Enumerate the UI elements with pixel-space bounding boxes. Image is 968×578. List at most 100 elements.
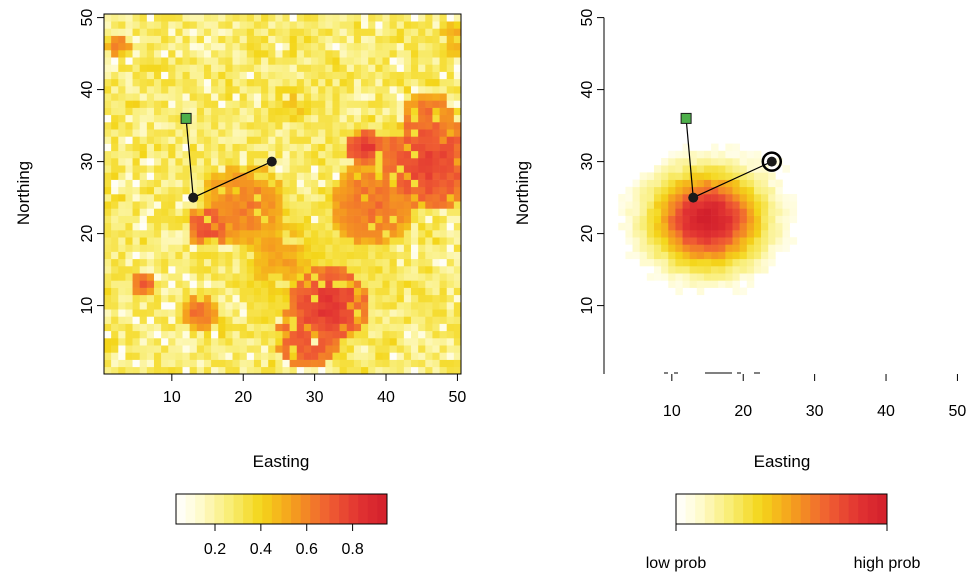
heat-cell — [625, 201, 633, 209]
heat-cell — [361, 201, 369, 209]
heat-cell — [311, 222, 319, 231]
heat-cell — [225, 359, 233, 368]
heat-cell — [175, 294, 183, 303]
heat-cell — [303, 179, 312, 188]
heat-cell — [732, 143, 740, 152]
heat-cell — [432, 302, 440, 310]
heat-cell — [653, 251, 662, 260]
heat-cell — [146, 222, 155, 231]
heat-cell — [218, 208, 226, 216]
heat-cell — [303, 251, 312, 260]
heat-cell — [225, 266, 233, 274]
heat-cell — [118, 14, 126, 22]
heat-cell — [118, 266, 126, 274]
heat-cell — [139, 186, 148, 195]
heat-cell — [125, 78, 133, 87]
heat-cell — [418, 251, 426, 260]
heat-cell — [396, 266, 405, 274]
heat-cell — [246, 352, 255, 360]
heat-cell — [396, 50, 405, 58]
heat-cell — [182, 201, 190, 209]
heat-cell — [432, 107, 440, 116]
heat-cell — [653, 208, 662, 216]
heat-cell — [182, 251, 190, 260]
heat-cell — [325, 158, 333, 166]
colorbar-swatch — [262, 494, 273, 524]
heat-cell — [196, 186, 205, 195]
heat-cell — [146, 186, 155, 195]
heat-cell — [303, 201, 312, 209]
heat-cell — [632, 186, 640, 195]
heat-cell — [132, 194, 140, 202]
heat-cell — [296, 345, 305, 353]
heat-cell — [232, 330, 240, 339]
heat-cell — [118, 71, 126, 80]
heat-cell — [189, 237, 198, 245]
x-tick-label: 50 — [449, 389, 467, 406]
heat-cell — [418, 42, 426, 51]
heat-cell — [182, 165, 190, 173]
heat-cell — [653, 201, 662, 209]
heat-cell — [318, 172, 326, 180]
heat-cell — [368, 273, 376, 281]
heat-cell — [439, 338, 448, 346]
heat-cell — [732, 258, 740, 267]
heat-cell — [225, 42, 233, 51]
heat-cell — [425, 64, 433, 72]
heat-cell — [268, 366, 276, 375]
heat-cell — [346, 316, 355, 324]
heat-cell — [225, 280, 233, 288]
heat-cell — [432, 323, 440, 332]
heat-cell — [446, 208, 455, 216]
heat-cell — [196, 280, 205, 288]
heat-cell — [375, 21, 383, 29]
heat-cell — [311, 93, 319, 101]
heat-cell — [111, 287, 119, 296]
heat-cell — [768, 208, 776, 216]
heat-cell — [246, 323, 255, 332]
heat-cell — [446, 71, 455, 80]
heat-cell — [232, 345, 240, 353]
heat-cell — [182, 28, 190, 36]
heat-cell — [196, 158, 205, 166]
heat-cell — [453, 316, 462, 324]
heat-cell — [382, 172, 390, 180]
heat-cell — [432, 179, 440, 188]
heat-cell — [239, 273, 248, 281]
heat-cell — [696, 266, 705, 274]
heat-cell — [418, 136, 426, 144]
heat-cell — [132, 122, 140, 130]
heat-cell — [361, 42, 369, 51]
heat-cell — [203, 143, 212, 152]
heat-cell — [289, 287, 298, 296]
heat-cell — [182, 150, 190, 159]
heat-cell — [104, 201, 112, 209]
heat-cell — [218, 150, 226, 159]
heat-cell — [253, 100, 262, 108]
heat-cell — [339, 64, 348, 72]
heat-cell — [118, 129, 126, 137]
heat-cell — [132, 330, 140, 339]
heat-cell — [318, 294, 326, 303]
heat-cell — [139, 294, 148, 303]
heat-cell — [446, 258, 455, 267]
heat-cell — [446, 230, 455, 238]
heat-cell — [332, 323, 340, 332]
heat-cell — [232, 71, 240, 80]
right-x-axis-title: Easting — [754, 452, 811, 471]
heat-cell — [675, 273, 683, 281]
heat-cell — [361, 244, 369, 252]
heat-cell — [104, 302, 112, 310]
heat-cell — [282, 28, 290, 36]
heat-cell — [703, 266, 712, 274]
heat-cell — [161, 158, 169, 166]
heat-cell — [768, 179, 776, 188]
colorbar-swatch — [704, 494, 715, 524]
heat-cell — [325, 71, 333, 80]
heat-cell — [282, 323, 290, 332]
heat-cell — [246, 158, 255, 166]
heat-cell — [332, 71, 340, 80]
heat-cell — [296, 208, 305, 216]
heat-cell — [146, 64, 155, 72]
heat-cell — [439, 107, 448, 116]
